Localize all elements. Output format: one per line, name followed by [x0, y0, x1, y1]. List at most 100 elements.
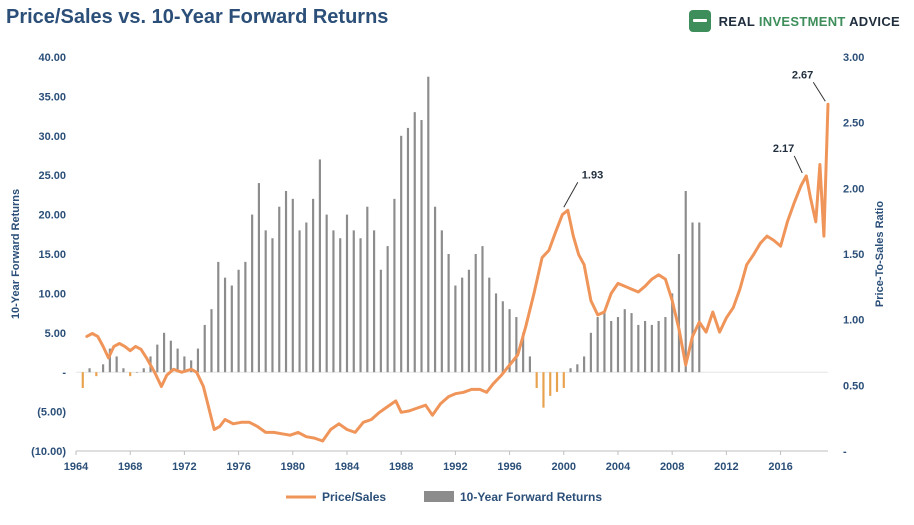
- return-bar: [95, 372, 98, 377]
- return-bar: [122, 368, 125, 373]
- return-bar: [196, 348, 200, 373]
- return-bar: [549, 372, 552, 396]
- x-tick-label: 1996: [497, 461, 521, 473]
- return-bar: [298, 230, 301, 373]
- x-tick-label: 2004: [606, 461, 631, 473]
- brand-name: REAL INVESTMENT ADVICE: [718, 13, 900, 29]
- brand-logo: REAL INVESTMENT ADVICE: [688, 10, 900, 32]
- return-bar: [684, 190, 687, 373]
- return-bar: [440, 230, 443, 373]
- right-tick-label: 1.00: [843, 315, 864, 327]
- left-tick-label: 30.00: [38, 131, 66, 143]
- return-bar: [467, 269, 471, 373]
- return-bar: [583, 356, 586, 373]
- return-bar: [142, 368, 145, 373]
- return-bar: [474, 254, 477, 373]
- price-sales-line: [85, 102, 830, 443]
- x-tick-label: 1988: [389, 461, 413, 473]
- x-tick-label: 2008: [660, 461, 684, 473]
- return-bar: [413, 112, 416, 373]
- return-bar: [102, 364, 105, 373]
- return-bar: [325, 214, 328, 373]
- return-bar: [230, 285, 233, 373]
- return-bar: [81, 372, 84, 388]
- left-tick-label: (10.00): [31, 446, 66, 458]
- annotation-leader: [812, 82, 826, 102]
- return-bar: [698, 222, 701, 373]
- left-tick-label: 40.00: [38, 52, 66, 64]
- return-bar: [352, 230, 355, 373]
- return-bar: [291, 198, 294, 373]
- return-bar: [623, 309, 626, 373]
- return-bar: [359, 238, 362, 373]
- return-bar: [535, 372, 538, 388]
- return-bar: [555, 372, 559, 392]
- return-bar: [433, 206, 437, 373]
- x-tick-label: 1984: [335, 461, 360, 473]
- x-tick-label: 1976: [226, 461, 250, 473]
- return-bar: [176, 348, 179, 373]
- return-bar: [406, 127, 410, 373]
- left-tick-label: 15.00: [38, 249, 66, 261]
- right-tick-label: 2.00: [843, 183, 864, 195]
- return-bar: [264, 230, 267, 373]
- return-bar: [501, 301, 504, 373]
- return-bar: [461, 277, 464, 373]
- return-bar: [589, 332, 592, 373]
- x-tick-label: 2000: [552, 461, 576, 473]
- return-bar: [305, 222, 308, 373]
- return-bar: [339, 238, 342, 373]
- return-bar: [312, 198, 315, 373]
- left-tick-label: 35.00: [38, 91, 66, 103]
- x-tick-label: 2012: [714, 461, 738, 473]
- return-bar: [400, 135, 403, 373]
- left-tick-label: 10.00: [38, 288, 66, 300]
- legend-label: Price/Sales: [322, 490, 386, 504]
- return-bar: [616, 317, 620, 373]
- return-bar: [210, 309, 213, 373]
- legend-bar-swatch: [424, 491, 454, 502]
- return-bar: [420, 120, 423, 373]
- return-bar: [481, 246, 484, 373]
- return-bar: [691, 222, 694, 373]
- x-tick-label: 1972: [172, 461, 196, 473]
- return-bar: [671, 293, 674, 373]
- return-bar: [393, 198, 396, 373]
- return-bar: [129, 372, 132, 377]
- return-bar: [88, 368, 91, 373]
- return-bar: [528, 356, 531, 373]
- chart-title: Price/Sales vs. 10-Year Forward Returns: [6, 6, 389, 28]
- return-bar: [108, 348, 111, 373]
- return-bar: [217, 261, 220, 373]
- return-bar: [190, 360, 193, 373]
- annotation-label: 1.93: [582, 169, 603, 181]
- annotation-leader: [563, 182, 579, 208]
- left-tick-label: (5.00): [37, 407, 66, 419]
- return-bar: [677, 254, 681, 373]
- return-bar: [203, 324, 206, 373]
- x-tick-label: 1968: [118, 461, 142, 473]
- return-bar: [156, 344, 159, 373]
- return-bar: [630, 313, 633, 373]
- return-bar: [515, 317, 518, 373]
- return-bar: [318, 159, 321, 373]
- return-bar: [488, 277, 491, 373]
- return-bar: [251, 214, 254, 373]
- legend-label: 10-Year Forward Returns: [460, 490, 602, 504]
- return-bar: [643, 320, 647, 373]
- return-bar: [447, 254, 450, 373]
- return-bar: [386, 246, 389, 373]
- return-bar: [345, 214, 349, 373]
- right-tick-label: 0.50: [843, 380, 864, 392]
- x-tick-label: 1964: [64, 461, 89, 473]
- return-bar: [657, 320, 660, 373]
- return-bar: [637, 324, 640, 373]
- return-bar: [379, 269, 382, 373]
- return-bar: [610, 320, 613, 373]
- return-bar: [223, 277, 227, 373]
- return-bar: [115, 356, 118, 373]
- return-bar: [244, 261, 247, 373]
- return-bar: [332, 230, 335, 373]
